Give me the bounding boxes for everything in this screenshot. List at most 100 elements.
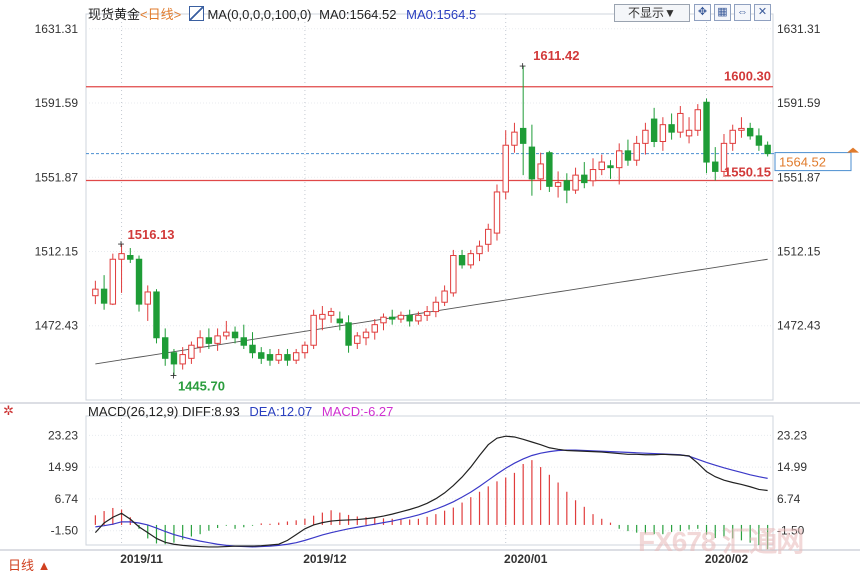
macd-dea: DEA:12.07: [249, 404, 313, 419]
period-tab[interactable]: 日线 ▲: [0, 552, 86, 574]
macd-panel-frame: [85, 415, 774, 546]
candle-up: [720, 142, 728, 172]
candle-down: [249, 344, 256, 354]
macd-tick-left: 23.23: [48, 428, 78, 442]
low-marker: +: [170, 369, 177, 383]
ma-settings-icon[interactable]: [188, 6, 204, 21]
candle-up: [275, 354, 282, 361]
candle-up: [188, 344, 195, 359]
candle-up: [292, 352, 300, 361]
x-tick-label: 2019/12: [303, 552, 347, 566]
price-tick-left: 1512.15: [35, 244, 79, 258]
candle-down: [284, 354, 291, 361]
collapse-icon[interactable]: ⇔: [734, 4, 751, 21]
watermark: FX678 汇通网: [638, 526, 804, 557]
candle-up: [319, 313, 326, 320]
candle-down: [100, 288, 108, 304]
ma-label: MA(0,0,0,0,100,0): [207, 7, 312, 22]
candle-down: [528, 146, 536, 180]
candle-up: [92, 288, 99, 297]
candle-down: [266, 354, 274, 361]
candle-down: [668, 124, 675, 133]
macd-header: MACD(26,12,9) DIFF:8.93 DEA:12.07 MACD:-…: [88, 404, 393, 419]
candle-up: [616, 150, 623, 169]
close-icon[interactable]: ✕: [754, 4, 771, 21]
candle-up: [589, 169, 597, 182]
candle-up: [642, 129, 649, 144]
candle-up: [450, 255, 457, 294]
candle-down: [581, 174, 588, 184]
current-price-tag: [774, 152, 852, 172]
ma-value: MA0:1564.52: [319, 7, 397, 22]
current-price-value: 1564.52: [779, 155, 826, 170]
candle-up: [554, 182, 562, 187]
candle-up: [423, 311, 431, 316]
candle-up: [677, 112, 684, 133]
candle-down: [746, 127, 754, 137]
candle-up: [633, 142, 640, 161]
peak-marker: +: [118, 237, 125, 251]
period-label[interactable]: <日线>: [140, 7, 182, 22]
candle-up: [493, 191, 501, 234]
candle-up: [380, 316, 387, 324]
indicator-settings-icon[interactable]: ✲: [3, 403, 14, 418]
price-tick-right: 1512.15: [777, 244, 821, 258]
candle-up: [729, 129, 736, 144]
candle-up: [572, 174, 579, 191]
x-tick-label: 2019/11: [120, 552, 163, 566]
macd-diff: DIFF:8.93: [181, 404, 240, 419]
candle-up: [397, 314, 405, 320]
candle-up: [118, 253, 125, 260]
candle-down: [546, 152, 553, 187]
candle-down: [205, 337, 213, 344]
candle-up: [362, 331, 370, 339]
candle-up: [685, 129, 693, 137]
ma100-polyline: [95, 258, 768, 365]
candle-up: [694, 109, 701, 131]
candle-down: [240, 337, 247, 346]
candle-up: [598, 161, 605, 171]
candle-down: [162, 337, 169, 359]
candle-down: [703, 101, 710, 163]
candle-down: [712, 161, 719, 172]
period-tab-label[interactable]: 日线 ▲: [8, 558, 51, 573]
hide-indicator-button[interactable]: 不显示▼: [614, 4, 690, 22]
candle-up: [738, 127, 745, 131]
x-tick-label: 2020/01: [504, 552, 548, 566]
annotations: 1631.31 1631.31 1591.59 1591.59 1551.87 1551.…: [35, 22, 859, 566]
macd-title: MACD(26,12,9): [88, 404, 179, 419]
candle-up: [502, 144, 509, 193]
candle-up: [537, 163, 544, 180]
price-tick-left: 1591.59: [35, 96, 79, 110]
candle-down: [563, 180, 571, 191]
macd-tick-right: -1.50: [777, 524, 805, 538]
candlestick-series: [92, 65, 771, 376]
candle-up: [310, 314, 317, 346]
ma-value-blue: MA0:1564.5: [406, 7, 477, 22]
macd-tick-left: 6.74: [55, 492, 79, 506]
macd-tick-right: 6.74: [777, 492, 801, 506]
candle-up: [354, 335, 361, 344]
high-marker: +: [519, 59, 526, 73]
resistance-label: 1600.30: [724, 69, 771, 84]
candle-up: [109, 258, 117, 305]
candle-up: [179, 354, 186, 365]
expand-icon[interactable]: ✥: [694, 4, 711, 21]
macd-tick-right: 23.23: [777, 428, 807, 442]
candle-up: [214, 335, 221, 344]
candle-down: [153, 291, 160, 339]
candle-up: [485, 228, 492, 245]
candle-up: [476, 245, 483, 255]
price-tick-left: 1551.87: [35, 170, 79, 184]
dea-line: [95, 449, 768, 548]
candle-up: [467, 253, 474, 266]
candle-up: [144, 291, 151, 305]
low-label: 1445.70: [178, 379, 225, 394]
candle-down: [231, 331, 239, 339]
candle-down: [755, 135, 763, 146]
candle-down: [345, 322, 352, 346]
candle-down: [170, 352, 178, 365]
grid-icon[interactable]: ▦: [714, 4, 731, 21]
candle-up: [223, 331, 230, 337]
macd-histogram: [94, 460, 769, 550]
